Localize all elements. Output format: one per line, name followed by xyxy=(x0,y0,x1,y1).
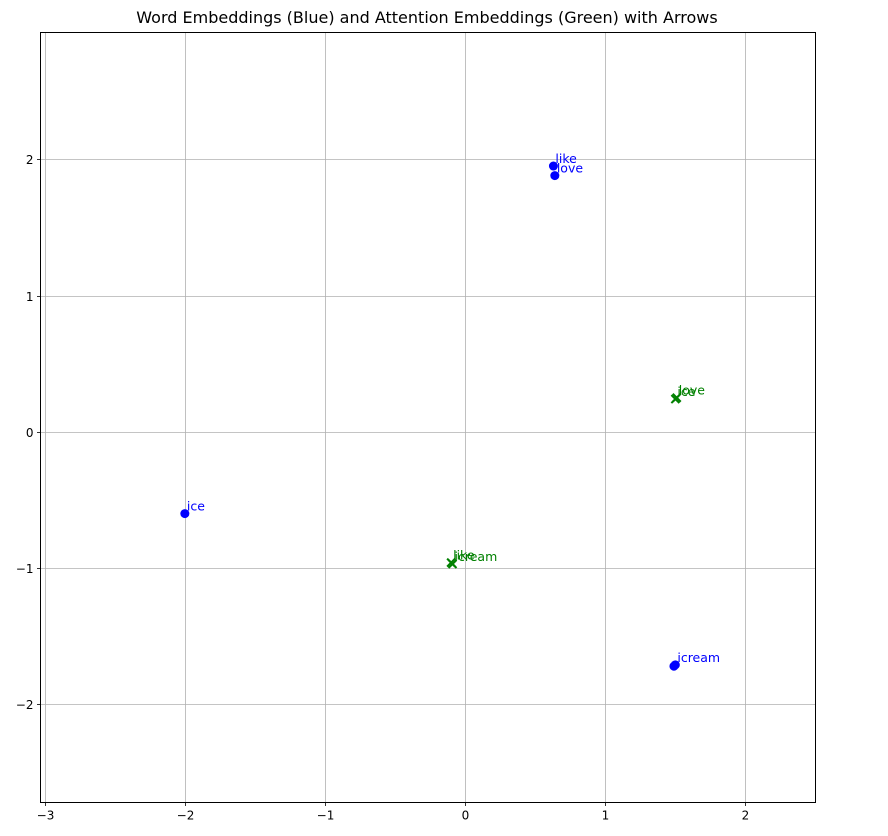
word-embedding-point xyxy=(180,509,190,519)
plot-area xyxy=(40,32,816,803)
x-tick-label: 2 xyxy=(742,809,750,823)
y-tick-label: 0 xyxy=(26,426,34,440)
point-label: ice xyxy=(187,499,205,514)
y-tick-label: −1 xyxy=(16,562,34,576)
y-tick-label: 1 xyxy=(26,290,34,304)
x-tick-label: 0 xyxy=(462,809,470,823)
attention-embedding-point xyxy=(672,393,682,403)
y-tick-label: 2 xyxy=(26,153,34,167)
word-embedding-point xyxy=(550,171,560,181)
x-marker-stroke xyxy=(447,559,458,569)
point-label: like xyxy=(453,548,475,563)
point-label: icream xyxy=(455,549,498,564)
point-label: icream xyxy=(677,650,720,665)
word-embedding-point xyxy=(548,161,558,171)
x-tick-label: −1 xyxy=(317,809,335,823)
attention-embedding-point xyxy=(447,559,458,569)
chart-title: Word Embeddings (Blue) and Attention Emb… xyxy=(136,8,717,27)
point-label: like xyxy=(555,151,577,166)
x-marker-stroke xyxy=(672,393,682,403)
grid-lines xyxy=(40,32,816,803)
y-tick-label: −2 xyxy=(16,698,34,712)
word-embedding-point xyxy=(669,661,679,671)
point-label: love xyxy=(679,383,706,398)
x-tick-label: 1 xyxy=(602,809,610,823)
x-tick-label: −2 xyxy=(177,809,195,823)
point-label: love xyxy=(557,161,584,176)
point-label: ice xyxy=(677,384,695,399)
axis-ticks: −3 −2 −1 0 1 2 −2 −1 0 1 2 xyxy=(16,153,750,823)
x-tick-label: −3 xyxy=(37,809,55,823)
